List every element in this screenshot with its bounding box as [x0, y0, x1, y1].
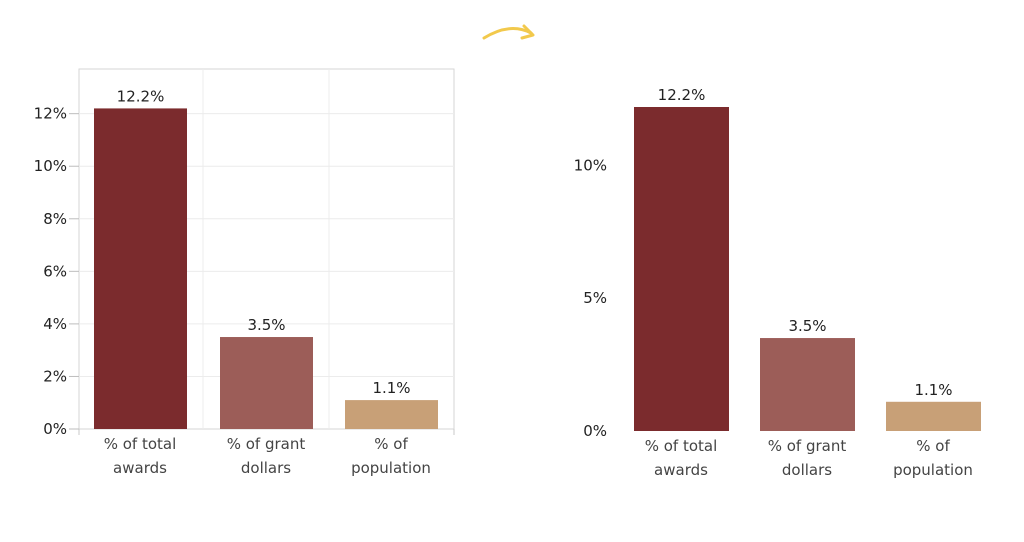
bar-total-awards	[634, 107, 729, 431]
y-tick-label: 12%	[34, 105, 67, 123]
y-tick-label: 6%	[43, 262, 67, 280]
data-label: 1.1%	[914, 381, 952, 399]
data-label: 3.5%	[788, 317, 826, 335]
bar-grant-dollars	[760, 338, 855, 431]
x-category-label: % of total	[104, 435, 177, 453]
x-category-label: dollars	[782, 461, 832, 479]
y-tick-label: 0%	[43, 420, 67, 438]
x-category-label: % of grant	[768, 437, 847, 455]
bar-grant-dollars	[220, 337, 313, 429]
data-label: 1.1%	[372, 379, 410, 397]
x-category-label: % of total	[645, 437, 718, 455]
y-tick-label: 2%	[43, 367, 67, 385]
x-category-label: awards	[654, 461, 708, 479]
data-label: 12.2%	[117, 87, 165, 105]
y-tick-label: 10%	[34, 157, 67, 175]
y-tick-label: 10%	[574, 156, 607, 174]
x-category-label: population	[893, 461, 973, 479]
x-category-label: awards	[113, 459, 167, 477]
x-category-label: population	[351, 459, 431, 477]
x-category-label: % of grant	[227, 435, 306, 453]
x-category-label: % of	[916, 437, 950, 455]
x-category-label: dollars	[241, 459, 291, 477]
x-category-label: % of	[374, 435, 408, 453]
data-label: 3.5%	[247, 316, 285, 334]
bar-population	[886, 401, 981, 431]
y-tick-label: 8%	[43, 210, 67, 228]
y-tick-label: 0%	[583, 422, 607, 440]
bar-population	[345, 400, 438, 429]
bar-total-awards	[94, 108, 187, 429]
y-tick-label: 5%	[583, 289, 607, 307]
data-label: 12.2%	[658, 86, 706, 104]
y-tick-label: 4%	[43, 315, 67, 333]
